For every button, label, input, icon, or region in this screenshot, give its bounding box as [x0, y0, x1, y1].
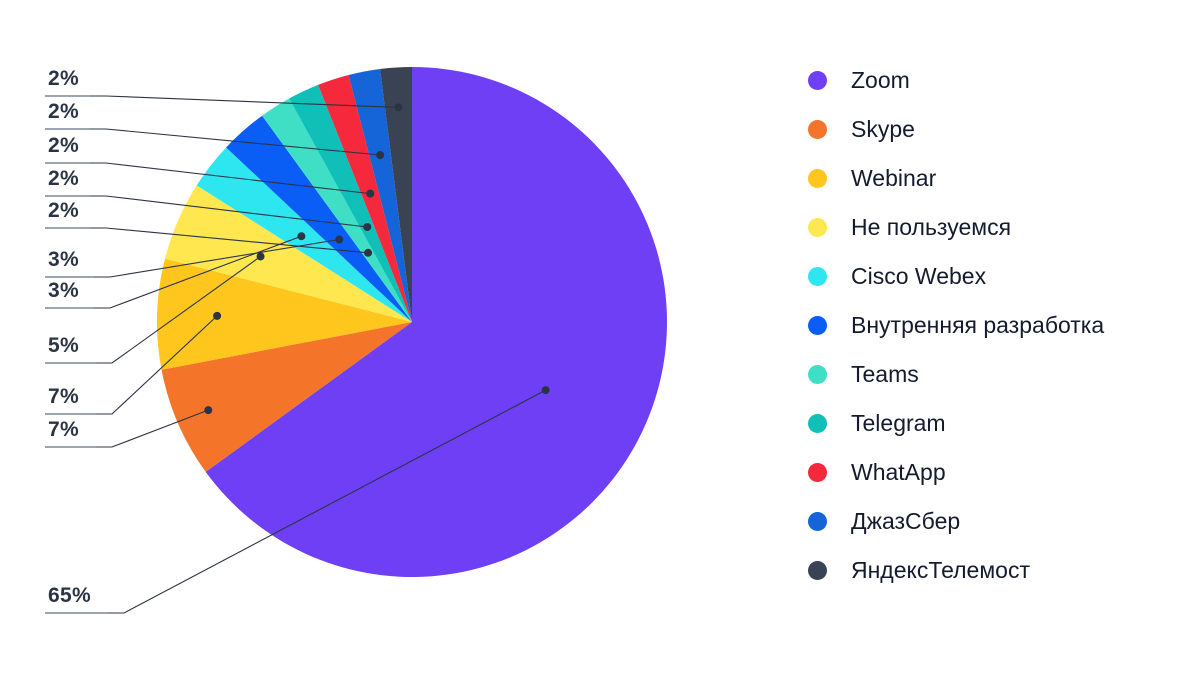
- pie-slice-percent-label: 3%: [48, 279, 79, 302]
- callout-dot: [394, 103, 403, 112]
- callout-leader-line: [96, 409, 209, 448]
- legend-item-label: Zoom: [851, 67, 910, 93]
- callout-dot: [363, 222, 372, 231]
- legend-dot-icon: [808, 561, 827, 580]
- legend-dot-icon: [808, 120, 827, 139]
- legend-item-label: Skype: [851, 116, 915, 142]
- pie-slice-percent-label: 7%: [48, 385, 79, 408]
- callout-dot: [213, 311, 222, 320]
- pie-slice[interactable]: [157, 258, 412, 370]
- legend-dot-icon: [808, 414, 827, 433]
- legend-item-label: Telegram: [851, 410, 946, 436]
- pie-slice[interactable]: [289, 84, 412, 322]
- legend-dot-icon: [808, 267, 827, 286]
- callout-dot: [297, 232, 306, 241]
- chart-legend: Zoom Skype Webinar Не пользуемся Cisco Webex…: [808, 56, 1200, 595]
- callout-leader-line: [90, 95, 399, 108]
- pie-slice-percent-label: 2%: [48, 100, 79, 123]
- legend-item[interactable]: ЯндексТелемост: [808, 546, 1200, 595]
- legend-item[interactable]: Внутренняя разработка: [808, 301, 1200, 350]
- pie-slice[interactable]: [205, 67, 667, 577]
- pie-slice[interactable]: [318, 75, 412, 322]
- legend-item[interactable]: Webinar: [808, 154, 1200, 203]
- legend-dot-icon: [808, 169, 827, 188]
- legend-item-label: Webinar: [851, 165, 937, 191]
- legend-item[interactable]: Skype: [808, 105, 1200, 154]
- legend-item-label: Внутренняя разработка: [851, 312, 1105, 338]
- pie-slice[interactable]: [262, 98, 412, 322]
- callout-leader-lines-group: [45, 95, 550, 614]
- pie-slice-percent-label: 7%: [48, 418, 79, 441]
- callout-leader-line: [90, 162, 371, 195]
- pie-slice-percent-label: 65%: [48, 584, 91, 607]
- callout-leader-line: [90, 195, 368, 228]
- pie-chart-svg: 2% 2% 2% 2% 2% 3% 3% 5% 7% 7% 65%: [45, 67, 667, 614]
- legend-item[interactable]: WhatApp: [808, 448, 1200, 497]
- pie-slice-percent-label: 5%: [48, 334, 79, 357]
- callout-leader-line: [90, 128, 381, 156]
- legend-dot-icon: [808, 218, 827, 237]
- callout-leader-line: [108, 389, 546, 614]
- legend-dot-icon: [808, 463, 827, 482]
- pie-slice-percent-label: 2%: [48, 67, 79, 90]
- callout-dot: [256, 252, 265, 261]
- pie-slice[interactable]: [226, 115, 412, 322]
- callout-leader-line: [94, 235, 302, 309]
- pie-slice[interactable]: [380, 67, 412, 322]
- legend-item[interactable]: Telegram: [808, 399, 1200, 448]
- callout-dot: [204, 406, 213, 415]
- callout-dot: [541, 386, 550, 395]
- legend-dot-icon: [808, 316, 827, 335]
- callout-dot: [335, 235, 344, 244]
- pie-slice-percent-label: 2%: [48, 199, 79, 222]
- legend-item[interactable]: ДжазСбер: [808, 497, 1200, 546]
- legend-dot-icon: [808, 512, 827, 531]
- legend-item[interactable]: Cisco Webex: [808, 252, 1200, 301]
- legend-item-label: Teams: [851, 361, 919, 387]
- pie-slice[interactable]: [348, 69, 412, 322]
- pie-slice-percent-label: 2%: [48, 134, 79, 157]
- callout-dot: [376, 151, 385, 160]
- legend-item[interactable]: Zoom: [808, 56, 1200, 105]
- pie-slice[interactable]: [165, 185, 412, 322]
- legend-item-label: WhatApp: [851, 459, 946, 485]
- callout-labels-group: 2% 2% 2% 2% 2% 3% 3% 5% 7% 7% 65%: [48, 67, 91, 607]
- callout-dot: [366, 189, 375, 198]
- pie-slice-percent-label: 2%: [48, 167, 79, 190]
- legend-dot-icon: [808, 71, 827, 90]
- pie-slice-percent-label: 3%: [48, 248, 79, 271]
- legend-item-label: Не пользуемся: [851, 214, 1012, 240]
- legend-item-label: ДжазСбер: [851, 508, 961, 534]
- pie-slice[interactable]: [161, 322, 412, 472]
- callout-leader-line: [96, 256, 261, 364]
- legend-item[interactable]: Не пользуемся: [808, 203, 1200, 252]
- legend-item[interactable]: Teams: [808, 350, 1200, 399]
- callout-leader-line: [94, 238, 340, 278]
- callout-dot: [364, 248, 373, 257]
- legend-item-label: Cisco Webex: [851, 263, 987, 289]
- legend-item-label: ЯндексТелемост: [851, 557, 1030, 583]
- callout-leader-line: [96, 315, 218, 415]
- legend-dot-icon: [808, 365, 827, 384]
- pie-slices-group: [157, 67, 667, 577]
